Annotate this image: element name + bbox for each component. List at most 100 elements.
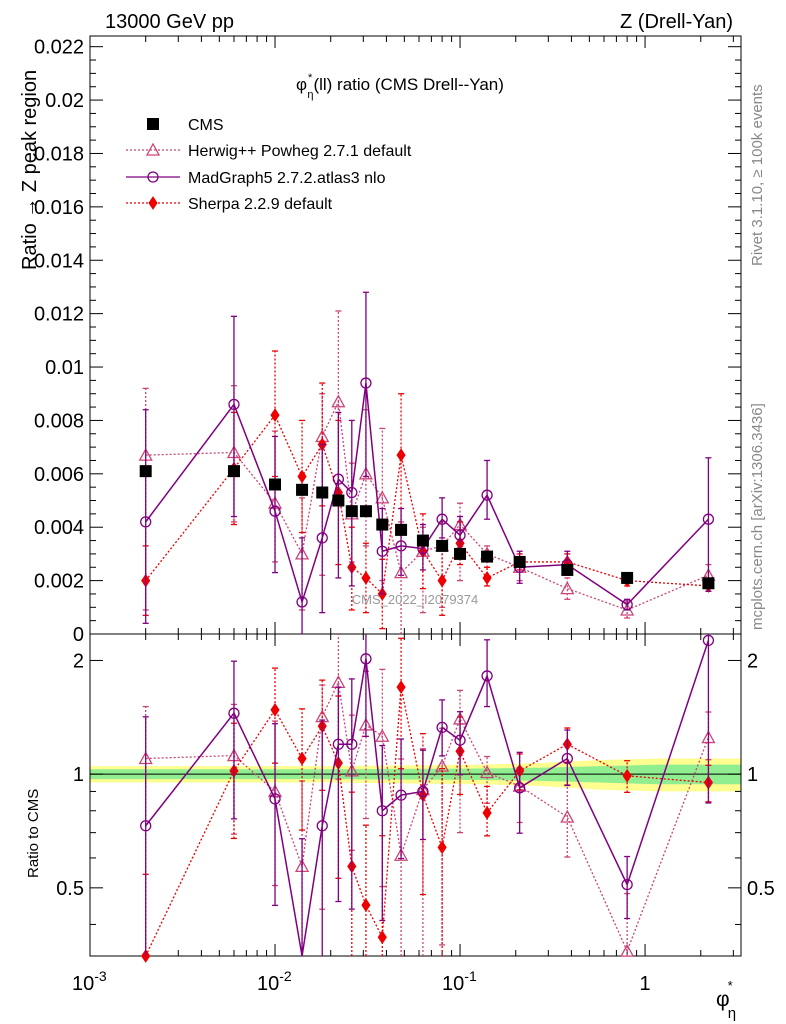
herwig-ratio-point [620,943,635,957]
madgraph5-ratio-line [145,640,710,957]
y-tick-label: 0.022 [34,37,84,59]
xlabel-phi: φ [716,988,730,1011]
madgraph5-ratio-point [228,707,240,719]
cms-point [376,518,389,531]
madgraph5-point [228,398,240,411]
cms-point [316,486,329,499]
madgraph5-ratio-point [346,738,358,750]
y-tick-label: 0.006 [34,464,84,486]
x-tick-base: 10 [442,973,464,995]
cms-point [416,534,429,547]
sherpa-ratio-point [297,751,307,766]
herwig-ratio-point [560,809,575,823]
title-eta: η [307,89,313,101]
mcplots-label: mcplots.cern.ch [arXiv:1306.3436] [749,403,766,630]
cms-point [296,483,309,496]
herwig-point [560,581,575,595]
madgraph5-ratio-point [454,734,466,746]
y-tick-label: 0.008 [34,410,84,432]
madgraph5-point [702,513,715,525]
legend-label-sherpa: Sherpa 2.2.9 default [188,196,333,213]
ratio-plot-series [138,634,716,963]
sherpa-line [145,413,709,596]
y-tick-label: 0.002 [34,571,84,593]
x-tick-exp: -2 [279,968,292,984]
madgraph5-ratio-point [269,793,281,805]
sherpa-point [482,571,492,585]
herwig-ratio-point [375,728,390,742]
madgraph5-point [332,473,345,485]
ratio-y-axis-label: Ratio to CMS [25,789,42,878]
main-plot-series [138,291,716,634]
rivet-label: Rivet 3.1.10, ≥ 100k events [749,84,766,266]
sherpa-ratio-point [270,702,280,717]
madgraph5-point [454,529,466,541]
madgraph5-point [481,489,493,501]
sherpa-point [270,408,280,422]
cms-point [513,555,526,568]
x-tick-label: 10-1 [442,968,477,995]
cms-point [395,523,408,536]
y-tick-label: 0.016 [34,197,84,219]
sherpa-ratio-point [482,805,492,820]
x-tick-exp: -3 [94,968,107,984]
herwig-point [375,490,390,504]
cms-point [702,577,715,590]
chart-title: φ* η(ll) ratio (CMS Drell--Yan) [296,72,504,101]
legend-label-herwig: Herwig++ Powheg 2.7.1 default [188,143,412,160]
y-axis-label: Ratio → Z peak region [19,70,41,270]
ratio-uncertainty-bands [90,758,741,792]
madgraph5-point [376,545,388,557]
madgraph5-ratio-point [702,634,715,647]
cms-point [227,465,240,478]
madgraph5-point [360,377,372,389]
herwig-point [331,394,346,408]
herwig-point [358,466,374,480]
x-tick-label: 1 [640,973,651,995]
ratio-y-tick-label-right: 2 [747,650,758,672]
sherpa-point [297,469,307,484]
watermark: CMS_2022_I2079374 [352,592,479,607]
cms-point [332,494,345,507]
madgraph5-point [140,516,152,528]
sherpa-point [361,571,371,585]
madgraph5-ratio-point [316,820,328,832]
y-tick-label: 0.012 [34,304,84,326]
madgraph5-point [269,505,281,517]
ratio-plot-frame [89,633,742,957]
madgraph5-ratio-point [514,782,526,794]
cms-point [436,539,449,552]
x-tick-label: 10-3 [72,968,107,995]
x-tick-exp: -1 [464,968,477,984]
y-tick-label: 0.014 [34,250,84,272]
ratio-y-tick-label: 2 [73,650,84,672]
legend-marker-madgraph5 [147,171,159,183]
sherpa-point [396,448,406,463]
cms-point [561,563,574,576]
herwig-ratio-line [145,680,710,953]
legend: CMS Herwig++ Powheg 2.7.1 default MadGraph… [126,117,412,213]
madgraph5-ratio-point [481,670,493,682]
herwig-ratio-point [479,765,495,779]
herwig-point [393,565,409,579]
cms-point [621,571,634,584]
sherpa-ratio-line [145,686,709,957]
cms-point [345,505,358,518]
axis-tick-labels: 0 0.002 0.004 0.006 0.008 0.01 0.012 0.014 0.016… [34,37,775,995]
y-tick-label: 0 [73,624,84,646]
madgraph5-line [145,382,709,606]
x-tick-label: 10-2 [257,968,292,995]
title-rest: (ll) ratio (CMS Drell--Yan) [313,75,503,94]
header-right: Z (Drell-Yan) [620,11,733,33]
ratio-y-tick-label: 1 [73,764,84,786]
madgraph5-point [296,596,308,608]
sherpa-ratio-point [396,680,406,695]
cms-point [269,478,282,491]
y-tick-label: 0.01 [45,357,84,379]
sherpa-ratio-point [622,768,632,783]
legend-marker-sherpa [148,196,158,210]
cms-point [481,550,494,563]
legend-marker-cms [147,118,159,130]
title-star: * [308,72,313,84]
